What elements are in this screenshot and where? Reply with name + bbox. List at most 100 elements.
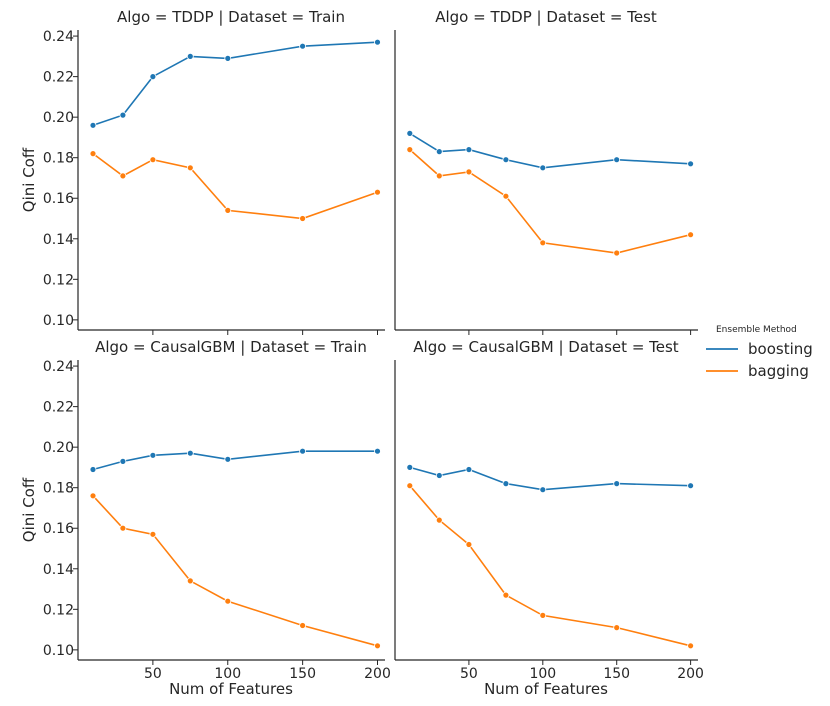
x-ticks: 50 100 150 200 — [144, 660, 391, 682]
y-tick-label: 0.12 — [43, 272, 74, 288]
x-axis-label: Num of Features — [169, 680, 293, 698]
data-point-boosting — [186, 449, 194, 457]
data-point-bagging — [435, 172, 443, 180]
y-tick-label: 0.22 — [43, 70, 74, 86]
data-point-bagging — [502, 192, 510, 200]
data-point-boosting — [224, 455, 232, 463]
data-points — [406, 463, 694, 650]
x-tick-label: 200 — [364, 666, 391, 682]
data-point-bagging — [149, 530, 157, 538]
data-point-bagging — [465, 168, 473, 176]
panel-causalgbm-test: Algo = CausalGBM | Dataset = Test 50 100 1… — [394, 338, 704, 698]
y-tick-label: 0.18 — [43, 151, 74, 167]
data-point-bagging — [224, 597, 232, 605]
series-line-bagging — [92, 152, 378, 220]
data-point-boosting — [613, 480, 621, 488]
x-axis-label: Num of Features — [484, 680, 608, 698]
y-tick-label: 0.10 — [43, 643, 74, 659]
legend-title: Ensemble Method — [716, 325, 797, 335]
series-line-boosting — [92, 41, 378, 127]
data-point-bagging — [186, 164, 194, 172]
series-line-bagging — [409, 485, 691, 647]
y-ticks: 0.10 0.12 0.14 0.16 0.18 0.20 0.22 0.24 — [43, 359, 78, 659]
data-point-bagging — [539, 612, 547, 619]
data-point-bagging — [613, 624, 621, 631]
data-point-bagging — [299, 215, 307, 222]
data-point-bagging — [502, 591, 510, 599]
y-tick-label: 0.18 — [43, 481, 74, 497]
data-point-bagging — [224, 206, 232, 214]
y-tick-label: 0.14 — [43, 232, 74, 248]
x-tick-label: 150 — [289, 666, 316, 682]
data-point-boosting — [149, 73, 157, 80]
data-point-boosting — [465, 146, 473, 154]
x-tick-label: 100 — [529, 666, 556, 682]
data-point-boosting — [687, 160, 694, 168]
legend-label-boosting: boosting — [748, 340, 813, 358]
panel-title: Algo = TDDP | Dataset = Test — [435, 8, 657, 26]
y-tick-label: 0.16 — [43, 191, 74, 207]
legend-label-bagging: bagging — [748, 362, 809, 380]
data-point-boosting — [299, 447, 307, 455]
panel-title: Algo = CausalGBM | Dataset = Test — [413, 338, 679, 356]
data-point-bagging — [119, 172, 127, 180]
y-tick-label: 0.24 — [43, 29, 74, 45]
data-point-boosting — [502, 480, 510, 488]
x-ticks — [468, 330, 692, 335]
data-point-boosting — [539, 486, 547, 494]
legend: Ensemble Method boosting bagging — [706, 325, 813, 380]
data-point-bagging — [374, 642, 381, 650]
data-points — [89, 38, 381, 222]
data-point-bagging — [435, 516, 443, 524]
x-tick-label: 150 — [603, 666, 630, 682]
data-point-bagging — [406, 482, 414, 490]
data-point-bagging — [299, 622, 307, 629]
data-point-boosting — [539, 164, 547, 172]
data-point-boosting — [435, 472, 443, 479]
data-point-boosting — [89, 466, 97, 473]
data-point-bagging — [374, 188, 381, 196]
y-tick-label: 0.20 — [43, 440, 74, 456]
panel-causalgbm-train: Algo = CausalGBM | Dataset = Train 0.10 0… — [20, 338, 391, 698]
data-point-boosting — [613, 156, 621, 164]
data-point-bagging — [539, 239, 547, 247]
data-point-boosting — [119, 111, 127, 119]
y-axis-label: Qini Coff — [20, 477, 38, 542]
data-points — [89, 447, 381, 650]
data-point-boosting — [374, 447, 381, 455]
data-point-bagging — [149, 156, 157, 164]
data-point-boosting — [299, 42, 307, 50]
series-line-bagging — [409, 149, 691, 254]
y-tick-label: 0.10 — [43, 313, 74, 329]
data-point-bagging — [613, 249, 621, 257]
panel-title: Algo = CausalGBM | Dataset = Train — [95, 338, 367, 356]
data-point-bagging — [89, 150, 97, 158]
panel-tddp-test: Algo = TDDP | Dataset = Test — [394, 8, 698, 335]
data-point-boosting — [224, 55, 232, 62]
y-tick-label: 0.16 — [43, 521, 74, 537]
panel-title: Algo = TDDP | Dataset = Train — [117, 8, 345, 26]
data-point-bagging — [687, 231, 694, 239]
data-point-bagging — [465, 541, 473, 548]
y-tick-label: 0.22 — [43, 400, 74, 416]
data-point-boosting — [687, 482, 694, 490]
panel-tddp-train: Algo = TDDP | Dataset = Train 0.10 0.12 0.… — [20, 8, 385, 335]
series-line-boosting — [92, 450, 378, 471]
x-ticks: 50 100 150 200 — [460, 660, 704, 682]
data-point-bagging — [186, 577, 194, 585]
data-point-boosting — [435, 148, 443, 156]
y-tick-label: 0.14 — [43, 562, 74, 578]
data-point-boosting — [119, 457, 127, 465]
x-ticks — [152, 330, 379, 335]
x-tick-label: 50 — [144, 666, 162, 682]
data-point-bagging — [89, 492, 97, 500]
data-point-boosting — [465, 466, 473, 473]
series-line-boosting — [409, 132, 691, 169]
data-point-boosting — [186, 53, 194, 60]
x-tick-label: 50 — [460, 666, 478, 682]
x-tick-label: 100 — [214, 666, 241, 682]
data-points — [406, 129, 694, 257]
y-tick-label: 0.12 — [43, 602, 74, 618]
y-tick-label: 0.20 — [43, 110, 74, 126]
